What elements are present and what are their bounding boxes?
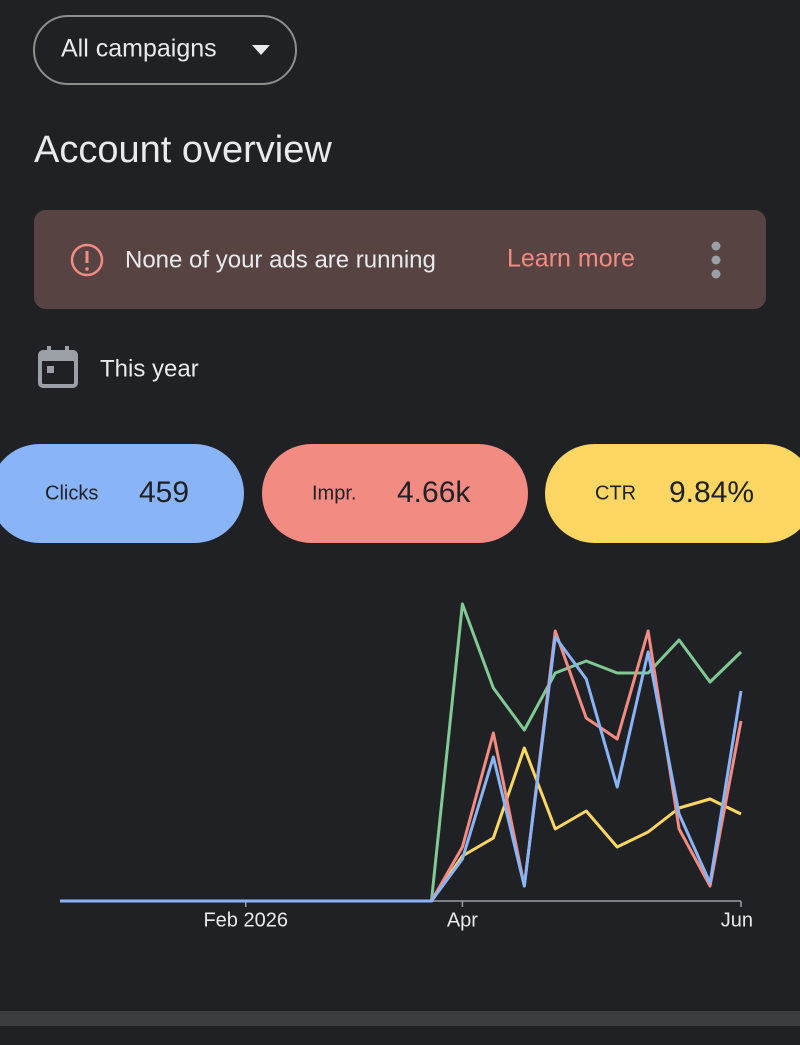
bottom-bar (0, 1011, 800, 1026)
alert-message: None of your ads are running (125, 246, 436, 273)
metric-label: Impr. (312, 482, 356, 504)
calendar-icon (38, 346, 78, 388)
dropdown-label[interactable]: All campaigns (61, 35, 217, 63)
metric-chip[interactable]: Clicks 459 (0, 444, 244, 543)
x-tick-label: Feb 2026 (203, 909, 288, 931)
x-tick-label: Jun (721, 909, 753, 931)
series-line (60, 635, 743, 903)
dropdown-arrow (252, 45, 270, 55)
series-line (60, 746, 742, 903)
chip-background (0, 444, 244, 543)
date-range[interactable]: This year (100, 355, 199, 382)
chip-background (262, 444, 528, 543)
chip-background (545, 444, 800, 543)
metric-label: CTR (595, 482, 636, 504)
page-title: Account overview (34, 129, 332, 171)
dropdown[interactable] (33, 15, 297, 85)
metric-chip[interactable]: Impr. 4.66k (262, 444, 528, 543)
metric-value: 9.84% (669, 476, 754, 509)
x-tick-label: Apr (447, 909, 478, 931)
metric-value: 459 (139, 476, 189, 509)
alert-banner (34, 210, 766, 309)
learn-more-link[interactable]: Learn more (507, 245, 635, 273)
metric-value: 4.66k (397, 476, 471, 509)
metric-chip[interactable]: CTR 9.84% (545, 444, 800, 543)
more-menu[interactable] (711, 241, 721, 279)
metric-label: Clicks (45, 482, 98, 504)
alert-icon (70, 243, 104, 277)
alert-icon (85, 267, 89, 271)
series-line (60, 602, 743, 903)
